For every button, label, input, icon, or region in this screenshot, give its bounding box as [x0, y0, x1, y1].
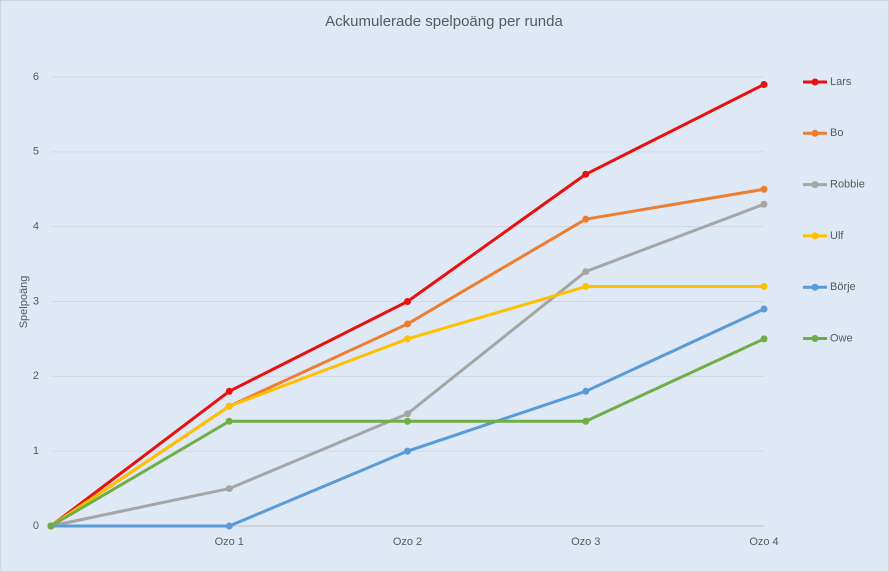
data-point: [225, 417, 233, 425]
legend-label: Lars: [830, 76, 852, 88]
legend-marker: [811, 78, 819, 86]
x-tick-label: Ozo 2: [393, 536, 422, 548]
data-point: [582, 283, 590, 291]
data-point: [225, 522, 233, 530]
legend-marker: [811, 232, 819, 240]
data-point: [225, 485, 233, 493]
data-point: [582, 268, 590, 276]
data-point: [760, 200, 768, 208]
legend-label: Robbie: [830, 179, 865, 191]
y-tick-label: 6: [33, 71, 39, 83]
data-point: [760, 305, 768, 313]
data-point: [582, 215, 590, 223]
y-tick-label: 0: [33, 520, 39, 532]
data-point: [760, 335, 768, 343]
data-point: [582, 417, 590, 425]
x-tick-label: Ozo 1: [215, 536, 244, 548]
legend-label: Ulf: [830, 230, 844, 242]
chart-title: Ackumulerade spelpoäng per runda: [325, 13, 563, 30]
y-tick-label: 4: [33, 221, 39, 233]
legend-marker: [811, 335, 819, 342]
y-tick-label: 1: [33, 445, 39, 457]
data-point: [404, 417, 411, 425]
data-point: [760, 80, 768, 88]
legend-label: Bo: [830, 127, 843, 139]
legend-label: Owe: [830, 332, 853, 344]
data-point: [47, 522, 55, 530]
data-point: [760, 185, 768, 193]
data-point: [404, 320, 411, 328]
y-tick-label: 5: [33, 146, 39, 158]
data-point: [225, 387, 233, 395]
data-point: [404, 335, 411, 343]
data-point: [582, 387, 590, 395]
legend-marker: [811, 181, 819, 189]
data-point: [404, 447, 411, 455]
y-tick-label: 2: [33, 370, 39, 382]
data-point: [225, 402, 233, 410]
y-axis-title: Spelpoäng: [18, 276, 30, 329]
data-point: [582, 170, 590, 178]
data-point: [404, 298, 411, 305]
legend-marker: [811, 129, 819, 137]
y-tick-label: 3: [33, 295, 39, 307]
x-tick-label: Ozo 3: [571, 536, 600, 548]
x-tick-label: Ozo 4: [749, 536, 778, 548]
legend-label: Börje: [830, 281, 856, 293]
legend-marker: [811, 283, 819, 291]
data-point: [404, 410, 411, 418]
data-point: [760, 283, 768, 291]
